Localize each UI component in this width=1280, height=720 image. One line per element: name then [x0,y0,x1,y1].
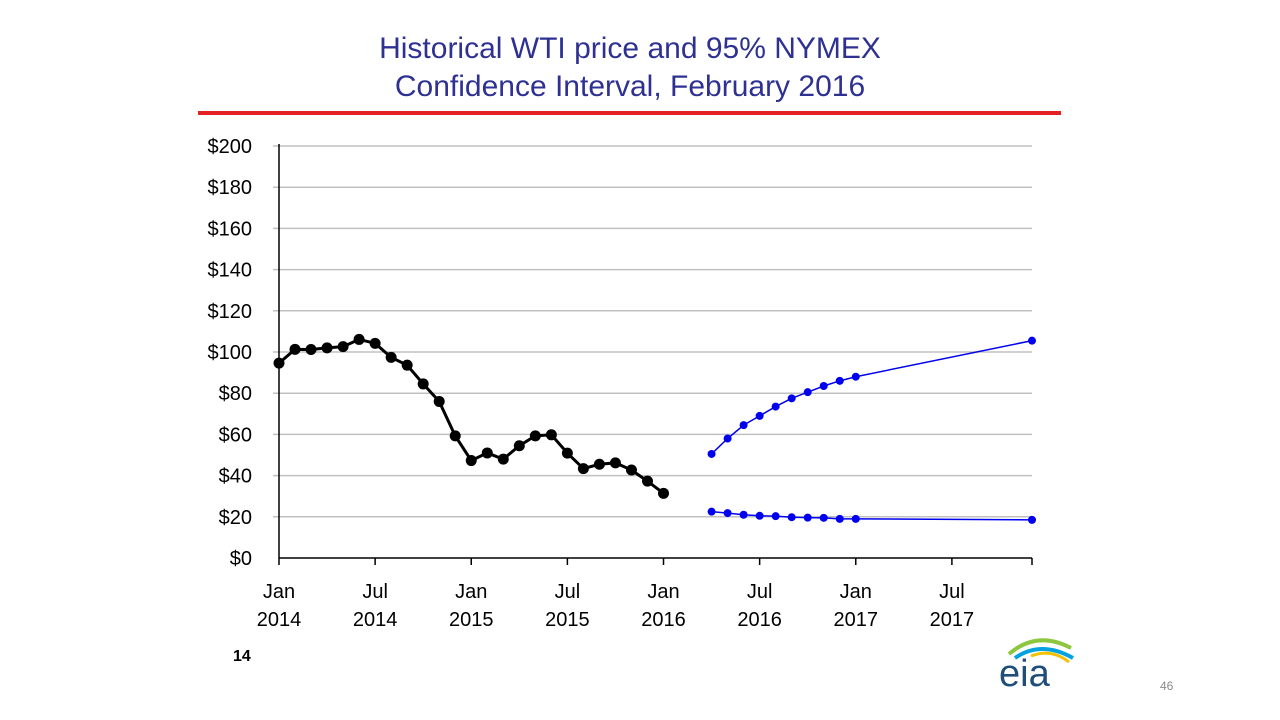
data-point-upper-95-confidence [803,388,812,397]
logo-arc-green [1007,638,1072,656]
x-tick-label-year: 2017 [834,609,879,631]
x-tick-label-year: 2016 [641,609,686,631]
data-point-historical [577,463,589,475]
chart-axes: $0 $20 $40 $60 $80 $100 $120 $140 $160 $180 $200 Ja… [208,136,1033,631]
data-point-lower-95-confidence [723,509,732,518]
data-point-historical [529,430,541,442]
data-point-historical [609,457,621,469]
chart-series [273,333,1036,524]
data-point-lower-95-confidence [835,514,844,523]
data-point-historical [513,440,525,452]
slide-title: Historical WTI price and 95% NYMEX Confi… [250,30,1010,106]
data-point-historical [401,359,413,371]
data-point-upper-95-confidence [819,381,828,390]
data-point-historical [273,357,285,369]
data-point-lower-95-confidence [771,512,780,521]
y-tick-label: $20 [219,507,252,529]
data-point-historical [593,458,605,470]
logo-arc-blue [1013,647,1074,660]
data-point-historical [658,487,670,499]
x-tick-label-year: 2015 [449,609,494,631]
series-line-upper-95-confidence [711,339,1033,455]
data-point-historical [449,430,461,442]
slide-title-line-1: Historical WTI price and 95% NYMEX [379,32,881,65]
data-point-historical [417,378,429,390]
data-point-historical [289,343,301,355]
y-tick-label: $160 [208,218,253,240]
y-tick-label: $40 [219,466,252,488]
y-tick-label: $180 [208,177,253,199]
data-point-upper-95-confidence [755,411,764,420]
data-point-upper-95-confidence [707,449,716,458]
y-tick-label: $80 [219,383,252,405]
x-tick-label-year: 2014 [353,609,398,631]
data-point-historical [561,447,573,459]
data-point-historical [385,351,397,363]
x-tick-label-month: Jan [647,581,679,603]
x-tick-label-year: 2014 [257,609,302,631]
chart-gridlines [273,145,1032,518]
y-tick-label: $100 [208,342,253,364]
title-divider [198,111,1061,115]
eia-logo: eia [999,638,1074,690]
data-point-historical [321,342,333,354]
data-point-historical [305,344,317,356]
data-point-historical [353,333,365,345]
data-point-lower-95-confidence [1028,515,1036,524]
y-tick-label: $120 [208,301,253,323]
data-point-upper-95-confidence [787,394,796,403]
data-point-lower-95-confidence [707,507,716,516]
logo-wordmark: eia [999,653,1051,690]
data-point-historical [641,475,653,487]
data-point-upper-95-confidence [771,402,780,411]
y-tick-label: $60 [219,424,252,446]
y-tick-label: $0 [230,548,252,570]
slide-title-line-2: Confidence Interval, February 2016 [394,70,866,103]
data-point-upper-95-confidence [1028,336,1036,345]
x-tick-label-month: Jul [939,581,965,603]
y-tick-label: $140 [208,260,253,282]
data-point-lower-95-confidence [803,513,812,522]
y-tick-label: $200 [208,136,253,158]
x-tick-label-month: Jul [747,581,773,603]
x-tick-label-year: 2015 [545,609,590,631]
data-point-lower-95-confidence [787,513,796,522]
data-point-historical [337,341,349,353]
x-tick-label-month: Jul [555,581,581,603]
x-tick-label-month: Jan [455,581,487,603]
x-tick-label-month: Jul [362,581,388,603]
series-line-historical [278,337,665,495]
data-point-lower-95-confidence [819,513,828,522]
x-tick-label-year: 2016 [737,609,782,631]
data-point-historical [625,464,637,476]
data-point-upper-95-confidence [739,421,748,430]
data-point-historical [545,429,557,441]
slide-number-label: 14 [233,648,251,665]
data-point-upper-95-confidence [851,372,860,381]
data-point-historical [433,395,445,407]
data-point-historical [497,453,509,465]
data-point-upper-95-confidence [723,434,732,443]
data-point-upper-95-confidence [835,376,844,385]
data-point-lower-95-confidence [851,514,860,523]
x-tick-label-year: 2017 [930,609,975,631]
x-tick-label-month: Jan [840,581,872,603]
logo-arc-yellow [1030,651,1070,664]
data-point-lower-95-confidence [739,510,748,519]
page-number: 46 [1160,679,1174,693]
x-tick-label-month: Jan [263,581,295,603]
data-point-lower-95-confidence [755,511,764,520]
data-point-historical [369,337,381,349]
data-point-historical [465,455,477,467]
data-point-historical [481,447,493,459]
